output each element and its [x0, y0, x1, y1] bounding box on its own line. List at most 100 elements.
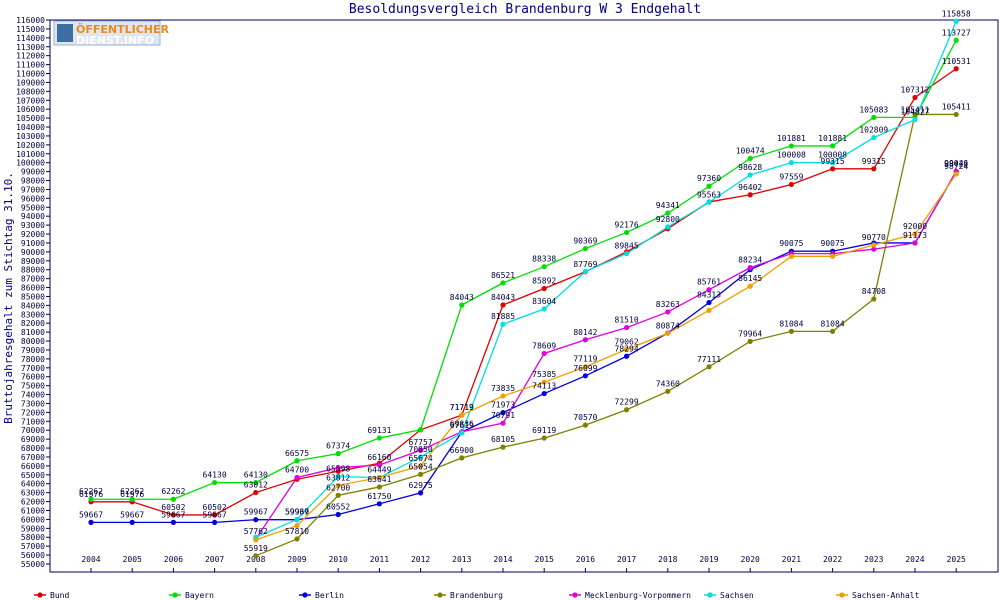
data-label: 67374 — [326, 442, 350, 451]
data-label: 91173 — [903, 231, 927, 240]
data-label: 84043 — [450, 293, 474, 302]
logo-line2: DIENST.INFO — [76, 34, 154, 47]
x-tick-label: 2023 — [864, 555, 883, 564]
data-point — [500, 280, 506, 286]
data-label: 68105 — [491, 435, 515, 444]
data-label: 87769 — [573, 260, 597, 269]
series-line — [91, 39, 957, 500]
y-tick-label: 55000 — [21, 560, 45, 569]
x-tick-label: 2013 — [452, 555, 471, 564]
chart-title: Besoldungsvergleich Brandenburg W 3 Endg… — [349, 2, 701, 17]
y-tick-label: 78000 — [21, 355, 45, 364]
legend-swatch-dot — [707, 592, 713, 598]
data-point — [294, 516, 300, 523]
data-label: 74360 — [656, 379, 680, 388]
data-point — [253, 517, 259, 523]
data-point — [747, 172, 753, 178]
data-label: 115858 — [942, 9, 971, 18]
data-label: 81084 — [821, 319, 845, 328]
data-point — [747, 283, 753, 289]
y-tick-label: 61000 — [21, 506, 45, 515]
y-tick-label: 102000 — [16, 141, 45, 150]
data-label: 96402 — [738, 183, 762, 192]
data-point — [335, 511, 341, 518]
y-tick-label: 99000 — [21, 168, 45, 177]
data-label: 59667 — [203, 510, 227, 519]
data-point — [624, 346, 630, 353]
data-point — [582, 373, 589, 379]
data-point — [418, 463, 424, 469]
data-label: 57810 — [285, 527, 309, 536]
data-label: 85761 — [697, 278, 721, 287]
legend-label: Sachsen-Anhalt — [852, 591, 920, 600]
y-tick-label: 66000 — [21, 462, 45, 471]
data-label: 98422 — [944, 160, 968, 169]
data-label: 79964 — [738, 329, 762, 338]
data-label: 98628 — [738, 163, 762, 172]
data-point — [871, 246, 877, 252]
data-point — [830, 253, 836, 259]
data-label: 90369 — [573, 237, 597, 246]
data-point — [541, 264, 547, 270]
x-tick-label: 2004 — [81, 555, 100, 564]
data-point — [212, 512, 218, 518]
data-labels: 61976 61976 60502 60502 63012 71719 84043 85892… — [79, 9, 971, 553]
data-point — [706, 199, 712, 205]
series-line — [91, 68, 957, 516]
x-tick-label: 2014 — [493, 555, 512, 564]
data-point — [335, 492, 341, 498]
data-label: 101881 — [818, 134, 847, 143]
data-point — [541, 306, 547, 312]
data-point — [500, 420, 506, 426]
series-points — [88, 18, 959, 559]
y-tick-label: 104000 — [16, 123, 45, 132]
data-point — [376, 484, 382, 490]
data-label: 61750 — [367, 492, 391, 501]
x-tick-label: 2009 — [287, 555, 306, 564]
data-point — [871, 114, 877, 120]
data-label: 71719 — [450, 403, 474, 412]
data-point — [747, 265, 753, 271]
x-tick-label: 2008 — [246, 555, 265, 564]
data-point — [541, 350, 547, 357]
x-axis: 2004 2005 2006 2007 2008 2009 2010 2011 2012 2013… — [81, 555, 966, 572]
data-label: 95563 — [697, 190, 721, 199]
data-label: 59939 — [285, 507, 309, 516]
data-label: 60552 — [326, 502, 350, 511]
y-tick-label: 95000 — [21, 203, 45, 212]
data-label: 92176 — [615, 220, 639, 229]
y-tick-label: 80000 — [21, 337, 45, 346]
data-point — [912, 94, 918, 101]
y-tick-label: 101000 — [16, 150, 45, 159]
data-point — [335, 474, 341, 480]
data-point — [624, 324, 630, 331]
x-tick-label: 2006 — [164, 555, 183, 564]
y-axis: 5500056000570005800059000600006100062000… — [16, 16, 50, 569]
legend-label: Brandenburg — [450, 591, 503, 600]
x-tick-label: 2024 — [905, 555, 924, 564]
data-label: 60502 — [161, 503, 185, 512]
data-point — [747, 192, 753, 198]
data-label: 105411 — [901, 105, 930, 114]
data-label: 59967 — [285, 508, 309, 517]
x-tick-label: 2016 — [576, 555, 595, 564]
data-label: 65598 — [326, 465, 350, 474]
data-label: 69131 — [367, 426, 391, 435]
data-label: 66160 — [367, 453, 391, 462]
data-point — [912, 231, 918, 237]
data-point — [541, 390, 547, 397]
data-point — [459, 430, 465, 436]
y-tick-label: 56000 — [21, 551, 45, 560]
y-tick-label: 85000 — [21, 292, 45, 301]
y-tick-label: 68000 — [21, 444, 45, 453]
data-point — [624, 229, 630, 236]
y-tick-label: 114000 — [16, 34, 45, 43]
data-label: 62262 — [120, 487, 144, 496]
y-tick-label: 115000 — [16, 25, 45, 34]
data-label: 64130 — [203, 471, 227, 480]
data-point — [665, 388, 671, 394]
data-point — [418, 447, 424, 453]
data-label: 99046 — [944, 159, 968, 168]
data-point — [582, 422, 589, 428]
data-label: 59667 — [120, 510, 144, 519]
